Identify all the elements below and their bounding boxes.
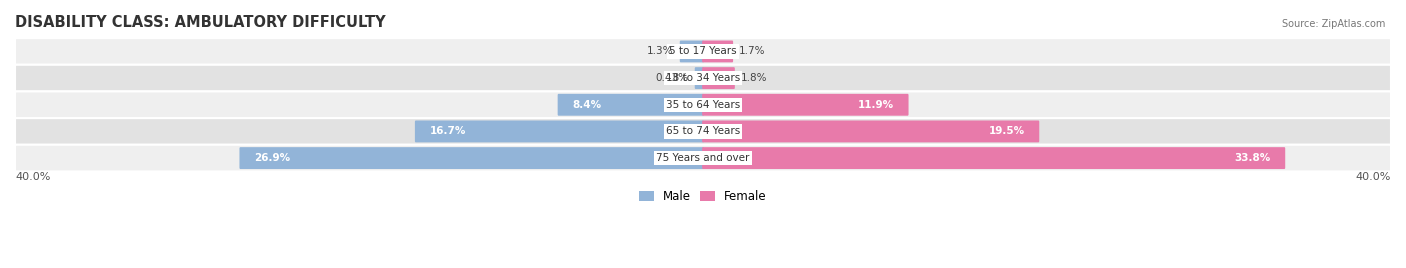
- FancyBboxPatch shape: [702, 121, 1039, 142]
- Text: 5 to 17 Years: 5 to 17 Years: [669, 46, 737, 57]
- FancyBboxPatch shape: [702, 40, 733, 62]
- Text: DISABILITY CLASS: AMBULATORY DIFFICULTY: DISABILITY CLASS: AMBULATORY DIFFICULTY: [15, 15, 385, 30]
- Text: 1.3%: 1.3%: [647, 46, 673, 57]
- Text: 19.5%: 19.5%: [988, 126, 1025, 136]
- FancyBboxPatch shape: [702, 67, 735, 89]
- FancyBboxPatch shape: [679, 40, 704, 62]
- Text: 8.4%: 8.4%: [572, 100, 602, 110]
- FancyBboxPatch shape: [15, 38, 1391, 65]
- Text: 65 to 74 Years: 65 to 74 Years: [666, 126, 740, 136]
- Text: 26.9%: 26.9%: [254, 153, 290, 163]
- Legend: Male, Female: Male, Female: [634, 186, 772, 208]
- Text: 75 Years and over: 75 Years and over: [657, 153, 749, 163]
- FancyBboxPatch shape: [15, 145, 1391, 172]
- Text: 40.0%: 40.0%: [15, 172, 51, 182]
- Text: 0.43%: 0.43%: [655, 73, 689, 83]
- Text: 35 to 64 Years: 35 to 64 Years: [666, 100, 740, 110]
- Text: 1.7%: 1.7%: [740, 46, 766, 57]
- FancyBboxPatch shape: [15, 118, 1391, 145]
- Text: Source: ZipAtlas.com: Source: ZipAtlas.com: [1281, 19, 1385, 29]
- Text: 1.8%: 1.8%: [741, 73, 768, 83]
- Text: 18 to 34 Years: 18 to 34 Years: [666, 73, 740, 83]
- FancyBboxPatch shape: [702, 94, 908, 116]
- FancyBboxPatch shape: [558, 94, 704, 116]
- Text: 33.8%: 33.8%: [1234, 153, 1271, 163]
- Text: 40.0%: 40.0%: [1355, 172, 1391, 182]
- FancyBboxPatch shape: [702, 147, 1285, 169]
- Text: 16.7%: 16.7%: [429, 126, 465, 136]
- Text: 11.9%: 11.9%: [858, 100, 894, 110]
- FancyBboxPatch shape: [239, 147, 704, 169]
- FancyBboxPatch shape: [15, 91, 1391, 118]
- FancyBboxPatch shape: [415, 121, 704, 142]
- FancyBboxPatch shape: [695, 67, 704, 89]
- FancyBboxPatch shape: [15, 65, 1391, 91]
